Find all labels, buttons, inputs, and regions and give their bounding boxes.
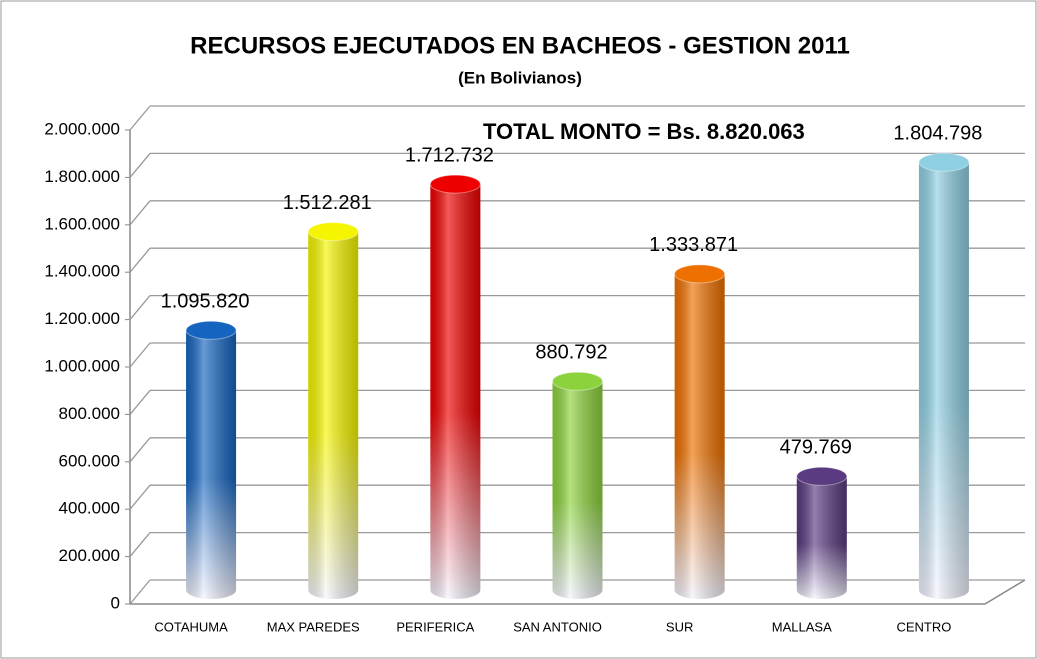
y-tick-label: 1.200.000 bbox=[44, 309, 120, 328]
bar-shade bbox=[186, 330, 237, 599]
grid-line bbox=[129, 152, 151, 178]
grid-line bbox=[129, 342, 151, 368]
value-label: 479.769 bbox=[780, 437, 852, 459]
grid-line bbox=[129, 105, 151, 131]
x-tick-label: MAX PAREDES bbox=[267, 619, 360, 634]
value-label: 1.512.281 bbox=[283, 192, 372, 214]
y-tick-label: 1.400.000 bbox=[44, 262, 120, 281]
x-tick-label: MALLASA bbox=[772, 619, 832, 634]
grid-line bbox=[129, 389, 151, 415]
y-tick-label: 1.000.000 bbox=[44, 356, 120, 375]
y-tick-label: 400.000 bbox=[59, 499, 120, 518]
x-tick-label: PERIFERICA bbox=[396, 619, 474, 634]
grid-line bbox=[129, 484, 151, 510]
bar-top bbox=[674, 264, 726, 284]
grid-line bbox=[129, 200, 151, 226]
bar-top bbox=[796, 466, 848, 486]
value-label: 1.095.820 bbox=[161, 291, 250, 313]
bar-top bbox=[918, 152, 970, 172]
grid-line bbox=[129, 247, 151, 273]
chart-subtitle: (En Bolivianos) bbox=[458, 68, 582, 87]
y-tick-label: 800.000 bbox=[59, 404, 120, 423]
value-label: 1.712.732 bbox=[405, 144, 494, 166]
grid-line bbox=[129, 437, 151, 463]
floor-edge bbox=[984, 579, 1026, 605]
bar-top bbox=[429, 174, 481, 194]
value-label: 1.804.798 bbox=[893, 123, 982, 145]
x-tick-label: CENTRO bbox=[896, 619, 951, 634]
y-tick-label: 0 bbox=[111, 593, 120, 612]
bar-shade bbox=[552, 381, 603, 599]
grid-line bbox=[129, 532, 151, 558]
annotation: TOTAL MONTO = Bs. 8.820.063 bbox=[483, 119, 805, 144]
bar-top bbox=[552, 371, 603, 391]
y-tick-label: 200.000 bbox=[59, 546, 120, 565]
y-tick-label: 1.800.000 bbox=[44, 167, 120, 186]
bar-top bbox=[307, 222, 359, 242]
bar-top bbox=[185, 320, 237, 340]
bar-shade bbox=[430, 184, 481, 599]
y-tick-label: 600.000 bbox=[59, 451, 120, 470]
chart-title: RECURSOS EJECUTADOS EN BACHEOS - GESTION… bbox=[190, 32, 850, 59]
grid-line bbox=[129, 295, 151, 321]
y-tick-label: 2.000.000 bbox=[44, 119, 120, 138]
bar-shade bbox=[796, 476, 847, 599]
x-tick-label: SAN ANTONIO bbox=[513, 619, 602, 634]
grid-line bbox=[129, 579, 151, 605]
bar-shade bbox=[918, 162, 969, 599]
value-label: 880.792 bbox=[535, 342, 607, 364]
value-label: 1.333.871 bbox=[649, 234, 738, 256]
x-tick-label: COTAHUMA bbox=[154, 619, 228, 634]
x-tick-label: SUR bbox=[666, 619, 693, 634]
bar-shade bbox=[674, 273, 725, 599]
bar-shade bbox=[308, 231, 359, 599]
y-tick-label: 1.600.000 bbox=[44, 214, 120, 233]
